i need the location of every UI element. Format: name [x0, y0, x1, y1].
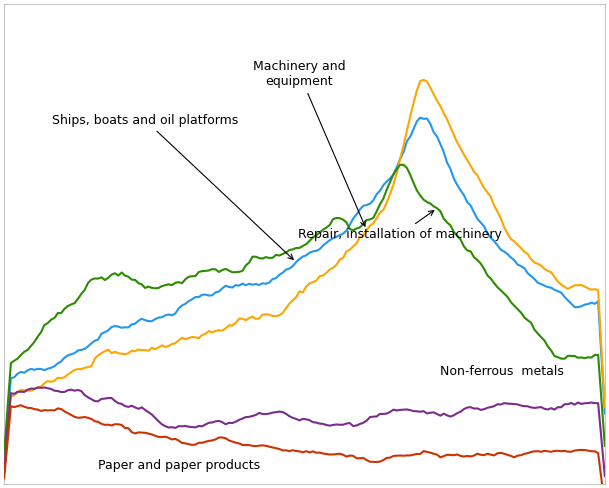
Text: Repair, installation of machinery: Repair, installation of machinery: [298, 211, 502, 241]
Text: Paper and paper products: Paper and paper products: [98, 459, 260, 472]
Text: Ships, boats and oil platforms: Ships, boats and oil platforms: [52, 114, 293, 260]
Text: Machinery and
equipment: Machinery and equipment: [253, 60, 365, 226]
Text: Non-ferrous  metals: Non-ferrous metals: [440, 366, 565, 378]
